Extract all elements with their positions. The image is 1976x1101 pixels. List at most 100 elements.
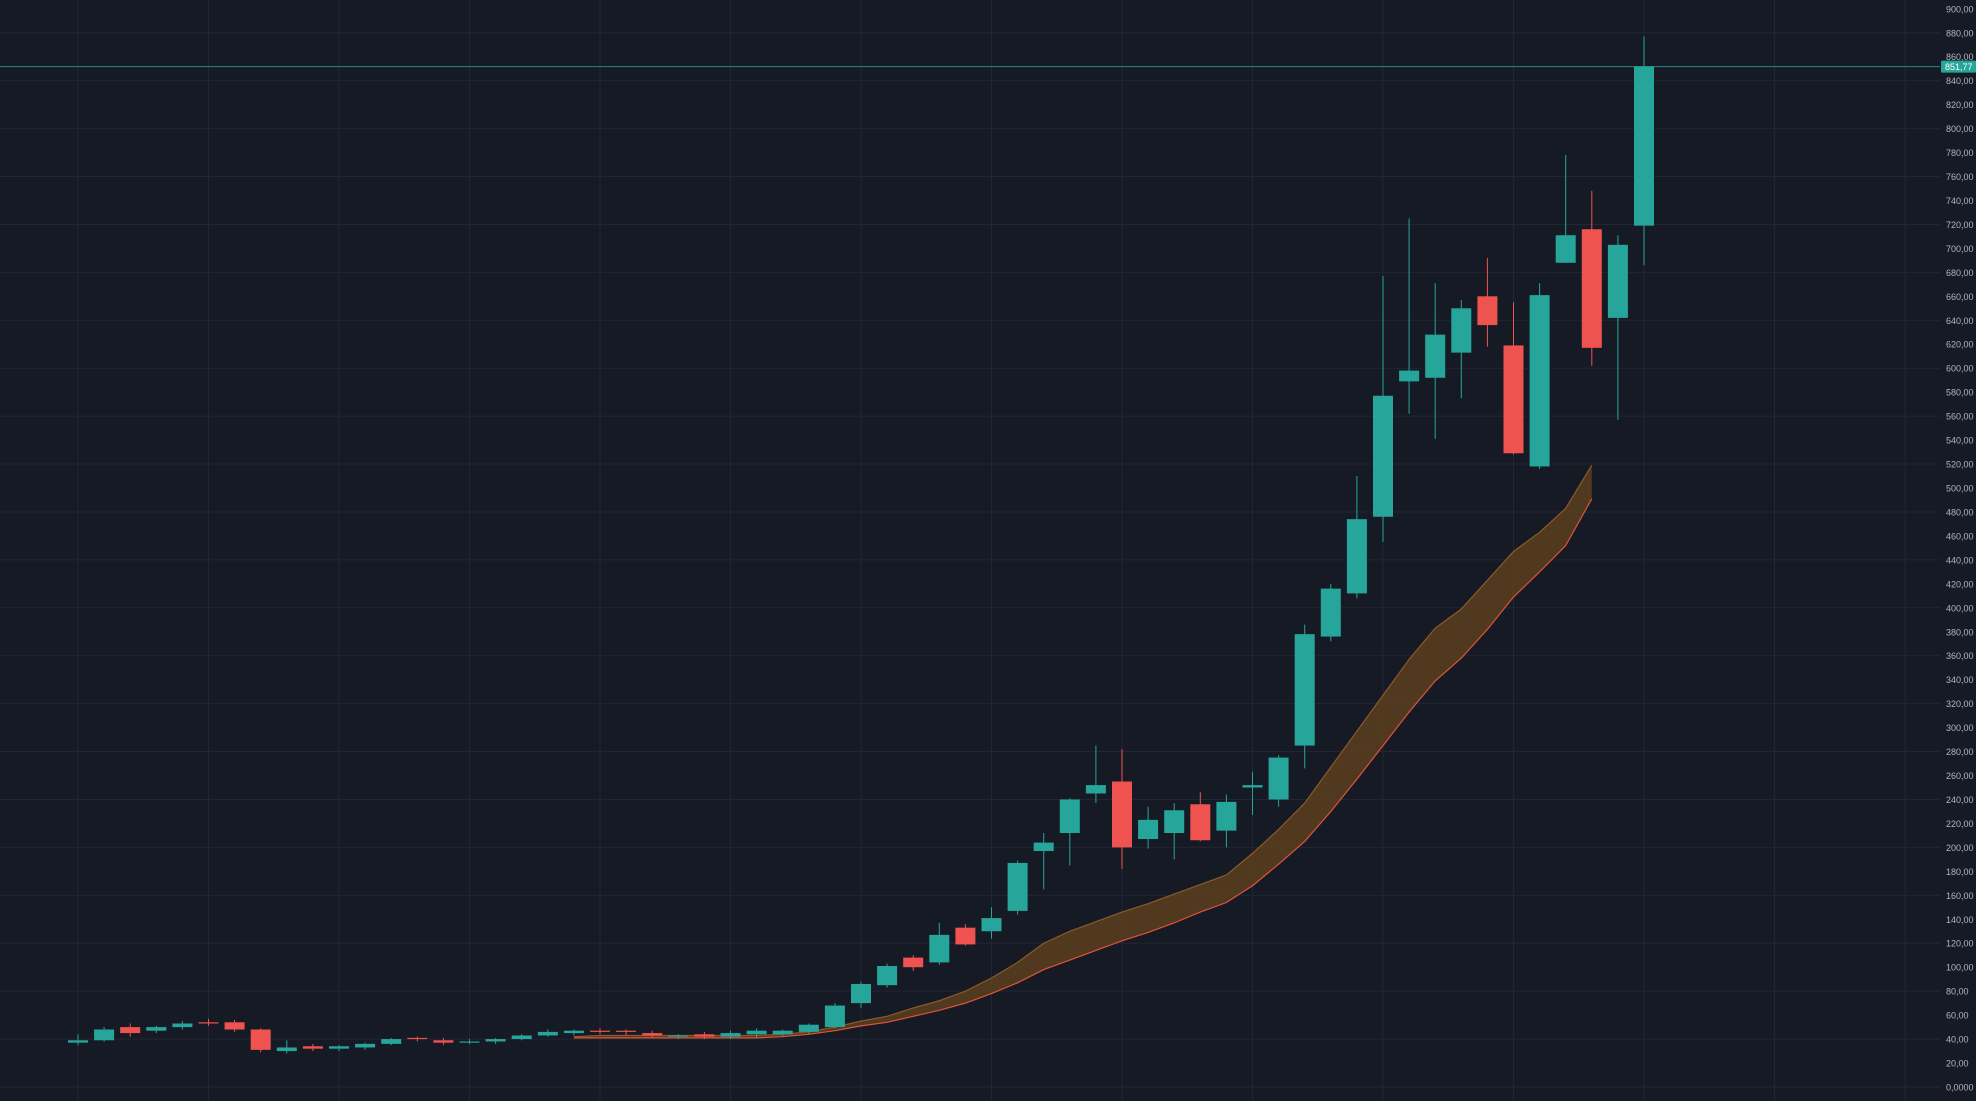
candle-up (668, 1034, 689, 1040)
y-tick-label: 800,00 (1946, 124, 1974, 134)
candle-body (720, 1033, 741, 1037)
candle-body (1451, 308, 1472, 353)
y-tick-label: 560,00 (1946, 412, 1974, 422)
candle-up (172, 1021, 193, 1030)
y-tick-label: 140,00 (1946, 915, 1974, 925)
candle-body (1581, 229, 1602, 348)
y-tick-label: 180,00 (1946, 867, 1974, 877)
candle-body (1607, 244, 1628, 318)
candle-body (616, 1030, 637, 1032)
y-tick-label: 220,00 (1946, 819, 1974, 829)
candle-up (381, 1037, 402, 1046)
candle-body (877, 966, 898, 986)
candle-body (146, 1027, 167, 1031)
candle-body (1216, 801, 1237, 831)
y-tick-label: 40,00 (1946, 1035, 1969, 1045)
candle-body (903, 957, 924, 968)
y-tick-label: 480,00 (1946, 507, 1974, 517)
candle-body (1138, 819, 1159, 840)
y-tick-label: 700,00 (1946, 244, 1974, 254)
y-tick-label: 440,00 (1946, 555, 1974, 565)
candle-up (485, 1037, 506, 1044)
candle-up (511, 1034, 532, 1041)
candle-down (224, 1019, 245, 1032)
candle-up (1555, 154, 1576, 263)
candle-body (1033, 842, 1054, 851)
y-tick-label: 60,00 (1946, 1011, 1969, 1021)
candle-up (1634, 36, 1654, 266)
last-price-badge: 851,77 (1941, 60, 1976, 73)
candle-up (459, 1039, 480, 1044)
candle-body (1059, 799, 1080, 834)
y-tick-label: 380,00 (1946, 627, 1974, 637)
candle-body (642, 1033, 663, 1036)
candle-body (1085, 785, 1106, 794)
candle-up (68, 1034, 88, 1046)
candle-body (955, 927, 976, 945)
candle-body (929, 934, 950, 963)
candle-body (433, 1040, 454, 1043)
candle-body (172, 1023, 193, 1028)
candle-body (1294, 634, 1315, 746)
y-tick-label: 360,00 (1946, 651, 1974, 661)
candle-up (1320, 583, 1341, 642)
candle-body (68, 1040, 88, 1043)
candle-up (746, 1028, 767, 1038)
candle-up (851, 981, 871, 1008)
candle-down (903, 955, 924, 971)
candle-up (94, 1027, 115, 1042)
y-tick-label: 540,00 (1946, 436, 1974, 446)
candle-body (1477, 296, 1498, 326)
candle-up (329, 1045, 349, 1052)
candle-down (1112, 749, 1132, 869)
candle-up (798, 1023, 819, 1035)
y-tick-label: 580,00 (1946, 388, 1974, 398)
candle-body (1399, 370, 1420, 382)
y-tick-label: 460,00 (1946, 531, 1974, 541)
band-upper-line (573, 464, 1593, 1038)
candle-down (642, 1030, 663, 1038)
y-tick-label: 120,00 (1946, 939, 1974, 949)
candle-body (1007, 862, 1028, 911)
y-tick-label: 780,00 (1946, 148, 1974, 158)
candle-body (1320, 588, 1341, 637)
candle-body (1634, 66, 1654, 226)
candle-body (746, 1030, 767, 1035)
candle-up (276, 1040, 297, 1054)
y-tick-label: 240,00 (1946, 795, 1974, 805)
candle-body (1373, 395, 1393, 517)
y-tick-label: 340,00 (1946, 675, 1974, 685)
candle-down (694, 1031, 715, 1040)
candle-body (198, 1022, 219, 1024)
candle-down (616, 1029, 637, 1036)
candle-body (1425, 334, 1446, 378)
candle-body (329, 1046, 349, 1049)
candle-body (1242, 785, 1263, 788)
candle-body (1555, 235, 1576, 263)
y-tick-label: 100,00 (1946, 963, 1974, 973)
candle-body (224, 1022, 245, 1030)
y-tick-label: 900,00 (1946, 4, 1974, 14)
y-tick-label: 260,00 (1946, 771, 1974, 781)
y-tick-label: 600,00 (1946, 364, 1974, 374)
y-tick-label: 20,00 (1946, 1059, 1969, 1069)
candle-down (433, 1037, 454, 1046)
price-axis[interactable]: 0,0000 20,00 40,00 60,00 80,00 100,00 120,00 14… (1941, 4, 1976, 1093)
candle-body (407, 1037, 428, 1040)
candle-body (1112, 781, 1132, 848)
candle-body (120, 1027, 141, 1034)
y-tick-label: 320,00 (1946, 699, 1974, 709)
candle-down (1190, 792, 1211, 842)
y-tick-label: 820,00 (1946, 100, 1974, 110)
candle-down (407, 1036, 428, 1042)
candle-up (537, 1029, 558, 1037)
candle-body (694, 1034, 715, 1037)
candle-body (381, 1039, 402, 1044)
y-tick-label: 840,00 (1946, 76, 1974, 86)
candle-down (120, 1023, 141, 1037)
y-tick-label: 400,00 (1946, 603, 1974, 613)
candle-body (1346, 519, 1367, 594)
